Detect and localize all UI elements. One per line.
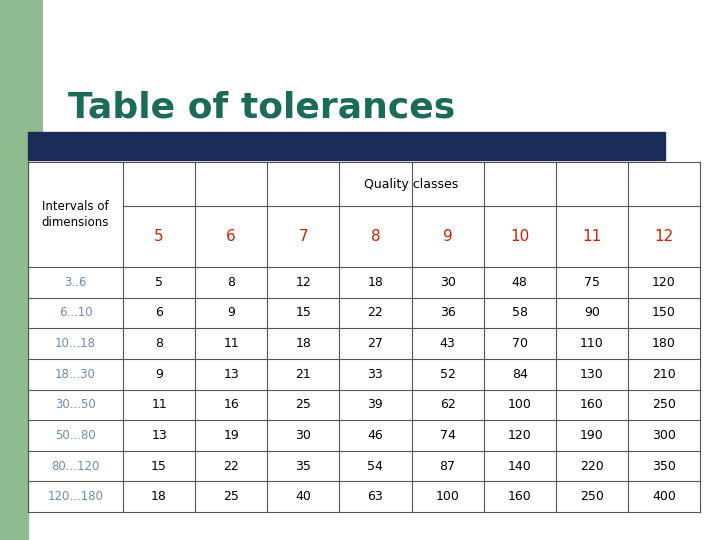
Text: 190: 190 <box>580 429 603 442</box>
Text: 10: 10 <box>510 229 529 244</box>
Text: 52: 52 <box>440 368 456 381</box>
Text: 120: 120 <box>508 429 531 442</box>
Text: Intervals of
dimensions: Intervals of dimensions <box>42 200 109 228</box>
Text: 18: 18 <box>367 276 383 289</box>
Text: 11: 11 <box>151 399 167 411</box>
Text: 39: 39 <box>368 399 383 411</box>
Text: 62: 62 <box>440 399 456 411</box>
Bar <box>28 132 665 160</box>
Text: 300: 300 <box>652 429 676 442</box>
Text: 120...180: 120...180 <box>48 490 104 503</box>
Text: 8: 8 <box>228 276 235 289</box>
Text: 90: 90 <box>584 306 600 320</box>
Text: 19: 19 <box>223 429 239 442</box>
Text: 6: 6 <box>155 306 163 320</box>
Text: 250: 250 <box>580 490 604 503</box>
Text: 8: 8 <box>371 229 380 244</box>
Bar <box>0 150 28 540</box>
Text: 120: 120 <box>652 276 676 289</box>
Text: 130: 130 <box>580 368 603 381</box>
Text: 100: 100 <box>508 399 531 411</box>
Text: 63: 63 <box>368 490 383 503</box>
Text: 35: 35 <box>295 460 311 472</box>
Text: 54: 54 <box>367 460 383 472</box>
Text: 30: 30 <box>440 276 456 289</box>
Text: 25: 25 <box>295 399 311 411</box>
Bar <box>0 0 210 150</box>
Text: 87: 87 <box>440 460 456 472</box>
Text: 150: 150 <box>652 306 676 320</box>
Text: 12: 12 <box>295 276 311 289</box>
Text: 30: 30 <box>295 429 311 442</box>
Text: 48: 48 <box>512 276 528 289</box>
Text: 25: 25 <box>223 490 239 503</box>
Text: 6: 6 <box>226 229 236 244</box>
Text: 18...30: 18...30 <box>55 368 96 381</box>
Text: 80...120: 80...120 <box>51 460 99 472</box>
Text: 40: 40 <box>295 490 311 503</box>
Text: 5: 5 <box>155 276 163 289</box>
Text: 9: 9 <box>155 368 163 381</box>
Text: 15: 15 <box>151 460 167 472</box>
Text: Quality classes: Quality classes <box>364 178 459 191</box>
Text: 100: 100 <box>436 490 459 503</box>
Text: 13: 13 <box>223 368 239 381</box>
Text: 18: 18 <box>151 490 167 503</box>
Text: 33: 33 <box>368 368 383 381</box>
Text: 400: 400 <box>652 490 676 503</box>
Text: 11: 11 <box>582 229 601 244</box>
Text: 5: 5 <box>154 229 164 244</box>
Text: 12: 12 <box>654 229 674 244</box>
Text: 10...18: 10...18 <box>55 337 96 350</box>
Text: 7: 7 <box>299 229 308 244</box>
Text: 36: 36 <box>440 306 456 320</box>
Text: 350: 350 <box>652 460 676 472</box>
Text: 180: 180 <box>652 337 676 350</box>
Text: 84: 84 <box>512 368 528 381</box>
Text: 58: 58 <box>512 306 528 320</box>
Text: 16: 16 <box>223 399 239 411</box>
Text: 11: 11 <box>223 337 239 350</box>
Text: 8: 8 <box>155 337 163 350</box>
Text: 220: 220 <box>580 460 603 472</box>
Text: 27: 27 <box>367 337 383 350</box>
Text: 6...10: 6...10 <box>59 306 92 320</box>
Text: 22: 22 <box>223 460 239 472</box>
Text: 43: 43 <box>440 337 456 350</box>
Text: 160: 160 <box>508 490 531 503</box>
Text: 50...80: 50...80 <box>55 429 96 442</box>
Text: 70: 70 <box>512 337 528 350</box>
Text: 15: 15 <box>295 306 311 320</box>
Text: 160: 160 <box>580 399 603 411</box>
Text: 9: 9 <box>228 306 235 320</box>
Text: 140: 140 <box>508 460 531 472</box>
Text: 74: 74 <box>440 429 456 442</box>
Text: 13: 13 <box>151 429 167 442</box>
Text: 22: 22 <box>368 306 383 320</box>
Text: 18: 18 <box>295 337 311 350</box>
Text: 3..6: 3..6 <box>64 276 86 289</box>
Text: 110: 110 <box>580 337 603 350</box>
Text: 21: 21 <box>295 368 311 381</box>
Text: Table of tolerances: Table of tolerances <box>68 91 455 125</box>
Text: 210: 210 <box>652 368 676 381</box>
Text: 46: 46 <box>368 429 383 442</box>
FancyBboxPatch shape <box>43 0 720 167</box>
Text: 30...50: 30...50 <box>55 399 96 411</box>
Text: 250: 250 <box>652 399 676 411</box>
Text: 75: 75 <box>584 276 600 289</box>
Text: 9: 9 <box>443 229 452 244</box>
